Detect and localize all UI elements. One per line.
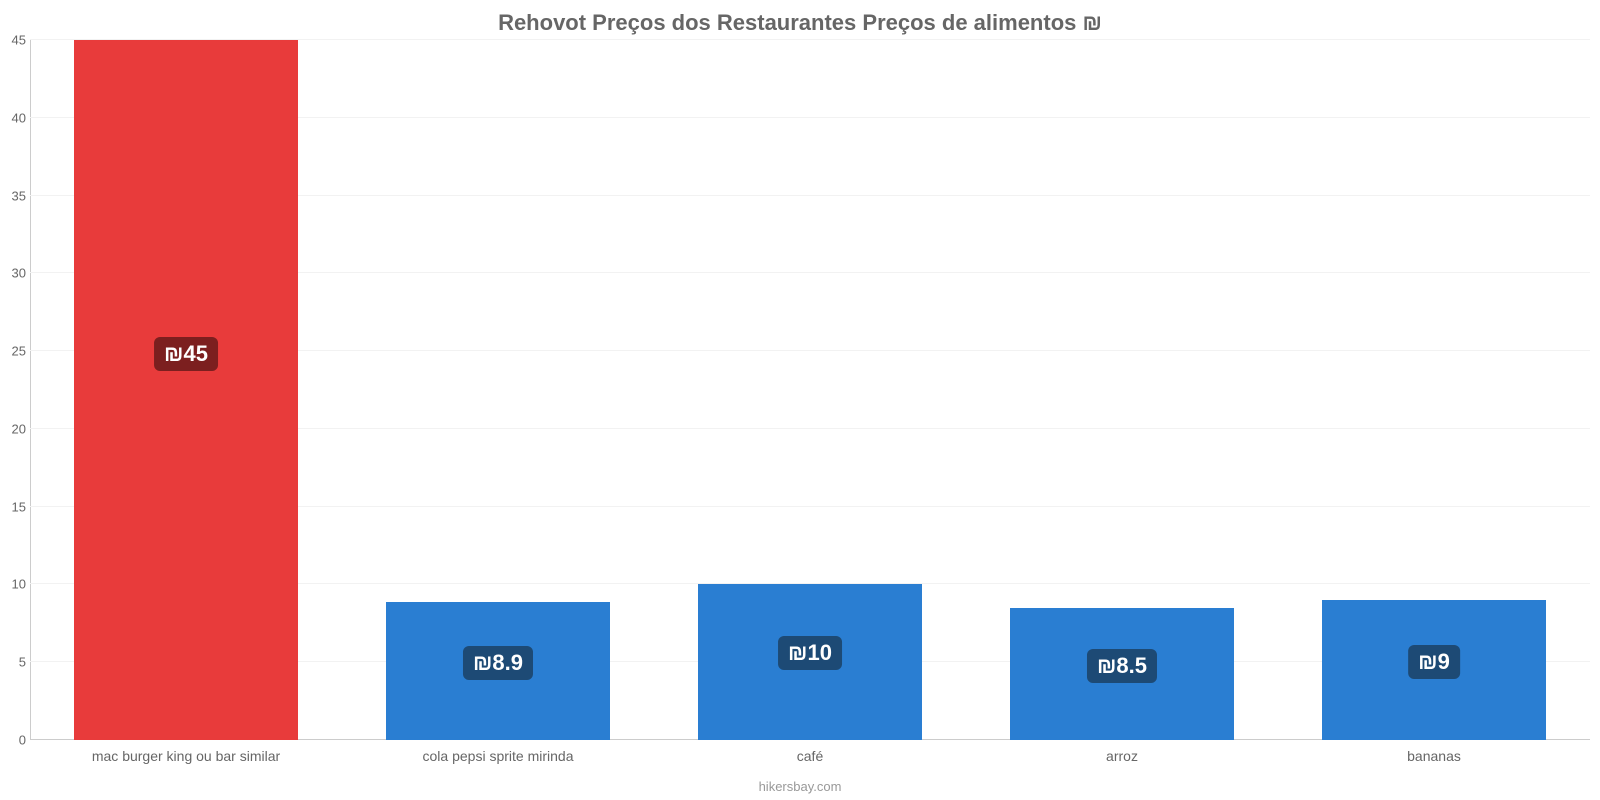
bar-value-label: ₪10: [778, 636, 842, 670]
y-axis: [30, 40, 31, 740]
x-axis-labels: mac burger king ou bar similar cola pepsi…: [30, 748, 1590, 768]
bar-value-label: ₪45: [154, 337, 218, 371]
y-tick: 0: [2, 733, 26, 748]
y-tick: 20: [2, 421, 26, 436]
plot-area: 051015202530354045₪45₪8.9₪10₪8.5₪9: [30, 40, 1590, 740]
bar-value-label: ₪8.5: [1087, 649, 1157, 683]
y-tick: 25: [2, 344, 26, 359]
y-tick: 30: [2, 266, 26, 281]
x-tick-label: café: [797, 748, 823, 764]
y-tick: 40: [2, 110, 26, 125]
y-tick: 15: [2, 499, 26, 514]
bar-value-label: ₪9: [1408, 645, 1460, 679]
x-tick-label: mac burger king ou bar similar: [92, 748, 280, 764]
x-tick-label: bananas: [1407, 748, 1461, 764]
price-chart: Rehovot Preços dos Restaurantes Preços d…: [0, 0, 1600, 800]
x-tick-label: arroz: [1106, 748, 1138, 764]
y-tick: 35: [2, 188, 26, 203]
chart-title: Rehovot Preços dos Restaurantes Preços d…: [0, 10, 1600, 36]
x-tick-label: cola pepsi sprite mirinda: [423, 748, 574, 764]
bar-value-label: ₪8.9: [463, 646, 533, 680]
source-caption: hikersbay.com: [0, 779, 1600, 794]
y-tick: 10: [2, 577, 26, 592]
y-tick: 5: [2, 655, 26, 670]
bar: [74, 40, 299, 740]
y-tick: 45: [2, 33, 26, 48]
